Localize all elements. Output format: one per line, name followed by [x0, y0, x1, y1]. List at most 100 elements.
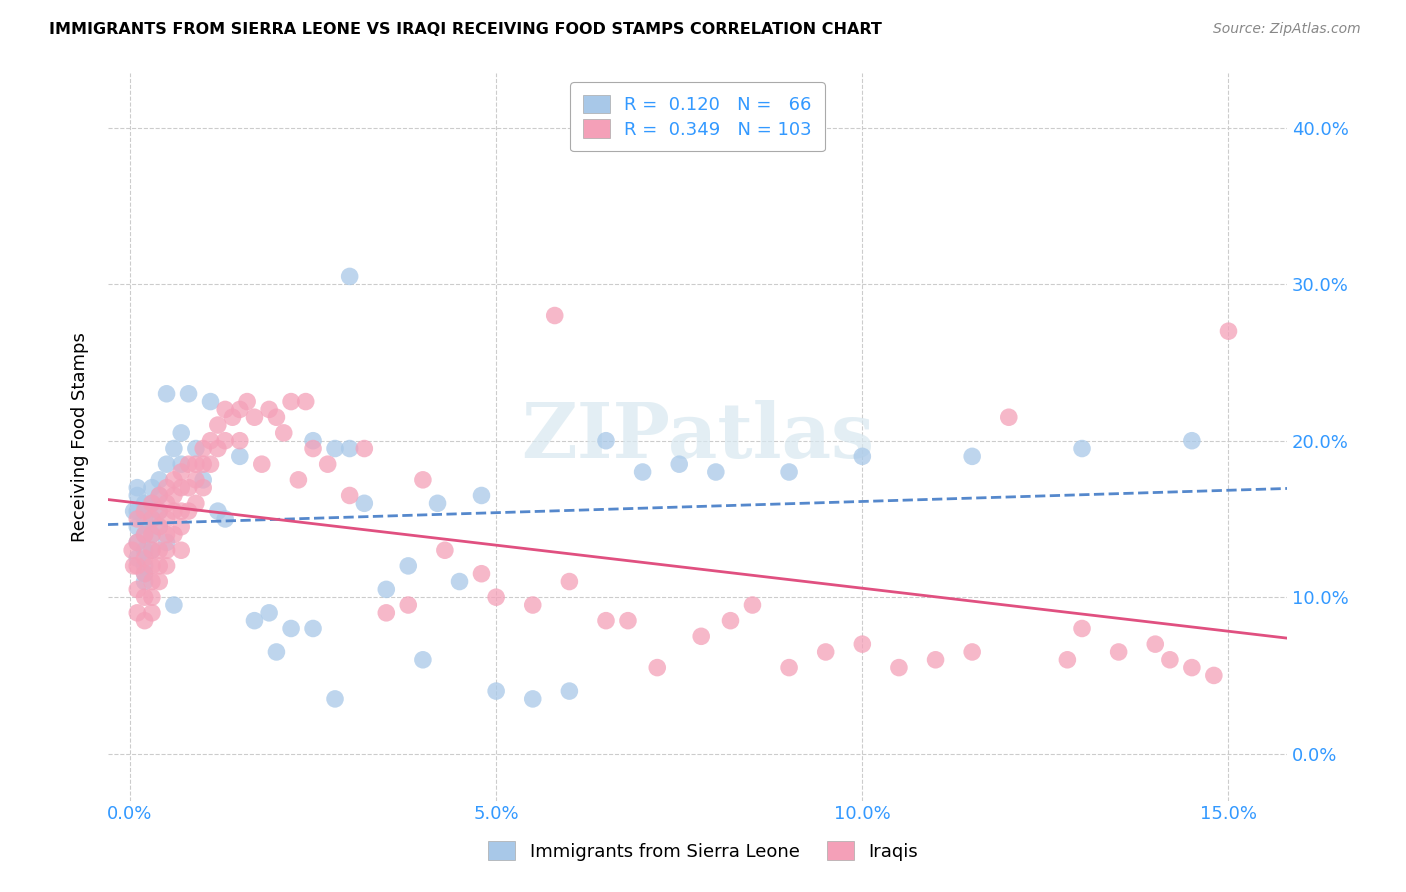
Point	[595, 614, 617, 628]
Point	[339, 269, 361, 284]
Point	[163, 504, 186, 518]
Point	[287, 473, 309, 487]
Point	[122, 558, 145, 573]
Point	[924, 653, 946, 667]
Point	[302, 622, 325, 636]
Point	[229, 450, 252, 464]
Point	[170, 425, 193, 440]
Point	[127, 504, 149, 518]
Point	[778, 660, 800, 674]
Point	[631, 465, 654, 479]
Point	[134, 558, 156, 573]
Point	[134, 543, 156, 558]
Point	[170, 520, 193, 534]
Point	[141, 527, 163, 541]
Point	[617, 614, 640, 628]
Point	[720, 614, 742, 628]
Point	[141, 574, 163, 589]
Point	[127, 481, 149, 495]
Point	[558, 684, 581, 698]
Point	[704, 465, 727, 479]
Point	[155, 457, 177, 471]
Point	[163, 598, 186, 612]
Point	[155, 527, 177, 541]
Point	[163, 527, 186, 541]
Point	[1056, 653, 1078, 667]
Legend: Immigrants from Sierra Leone, Iraqis: Immigrants from Sierra Leone, Iraqis	[479, 832, 927, 870]
Point	[155, 386, 177, 401]
Point	[266, 410, 288, 425]
Point	[353, 442, 375, 456]
Point	[960, 645, 983, 659]
Point	[148, 520, 170, 534]
Point	[155, 512, 177, 526]
Point	[236, 394, 259, 409]
Point	[207, 442, 229, 456]
Point	[134, 496, 156, 510]
Point	[1181, 434, 1204, 448]
Point	[595, 434, 617, 448]
Point	[148, 504, 170, 518]
Point	[887, 660, 910, 674]
Point	[814, 645, 837, 659]
Point	[127, 535, 149, 549]
Point	[155, 535, 177, 549]
Point	[522, 598, 544, 612]
Point	[193, 473, 215, 487]
Point	[544, 309, 567, 323]
Point	[148, 488, 170, 502]
Point	[214, 512, 236, 526]
Point	[134, 504, 156, 518]
Point	[280, 394, 302, 409]
Point	[134, 574, 156, 589]
Point	[375, 582, 398, 597]
Point	[1159, 653, 1181, 667]
Point	[294, 394, 316, 409]
Point	[645, 660, 668, 674]
Point	[141, 558, 163, 573]
Point	[1202, 668, 1225, 682]
Point	[170, 481, 193, 495]
Point	[134, 590, 156, 604]
Point	[184, 442, 207, 456]
Point	[396, 558, 419, 573]
Point	[200, 394, 222, 409]
Point	[141, 543, 163, 558]
Point	[214, 402, 236, 417]
Point	[243, 614, 266, 628]
Point	[148, 574, 170, 589]
Point	[155, 543, 177, 558]
Text: ZIPatlas: ZIPatlas	[522, 400, 875, 474]
Point	[170, 504, 193, 518]
Point	[485, 590, 508, 604]
Point	[141, 512, 163, 526]
Point	[323, 442, 346, 456]
Point	[200, 434, 222, 448]
Point	[184, 473, 207, 487]
Point	[433, 543, 456, 558]
Point	[134, 527, 156, 541]
Point	[323, 692, 346, 706]
Point	[170, 543, 193, 558]
Point	[375, 606, 398, 620]
Point	[127, 535, 149, 549]
Point	[127, 606, 149, 620]
Point	[316, 457, 339, 471]
Point	[148, 558, 170, 573]
Point	[339, 442, 361, 456]
Point	[302, 434, 325, 448]
Point	[170, 465, 193, 479]
Point	[127, 551, 149, 566]
Point	[134, 512, 156, 526]
Point	[449, 574, 471, 589]
Point	[778, 465, 800, 479]
Point	[148, 473, 170, 487]
Point	[141, 606, 163, 620]
Point	[243, 410, 266, 425]
Point	[148, 543, 170, 558]
Point	[302, 442, 325, 456]
Point	[229, 402, 252, 417]
Point	[1108, 645, 1130, 659]
Point	[134, 566, 156, 581]
Point	[426, 496, 449, 510]
